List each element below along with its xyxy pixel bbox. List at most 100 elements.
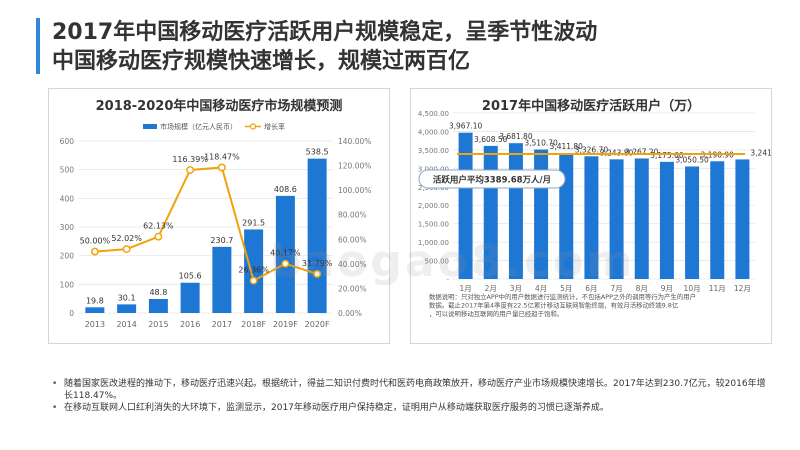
growth-rate-point: [186, 166, 195, 174]
bar-value-label: 19.8: [86, 296, 104, 305]
growth-rate-point: [154, 232, 163, 241]
bar-value-label: 3,608.50: [474, 135, 508, 144]
x-tick-label: 2013: [85, 320, 105, 329]
y-right-tick-label: 60.00%: [338, 235, 367, 244]
data-note-line: ，可以说明移动互联网的用户量已经趋于饱和。: [429, 309, 563, 318]
x-tick-label: 2月: [485, 284, 497, 293]
average-callout-box: [418, 169, 566, 189]
bar: [85, 307, 105, 313]
bullet-dot-icon: •: [52, 403, 58, 413]
growth-rate-label: 50.00%: [80, 237, 111, 246]
bar: [634, 158, 649, 279]
y-right-tick-label: 140.00%: [338, 137, 371, 146]
growth-rate-point: [281, 259, 290, 268]
legend-bar-swatch: [143, 124, 157, 129]
growth-rate-point: [313, 269, 322, 278]
x-tick-label: 6月: [585, 284, 597, 293]
bar-value-label: 30.1: [118, 293, 136, 302]
growth-rate-point: [249, 276, 258, 285]
y-tick-label: 4,000.00: [418, 128, 449, 136]
x-tick-label: 4月: [535, 284, 547, 293]
bar: [307, 158, 327, 313]
bar-value-label: 291.5: [242, 218, 265, 227]
market-size-chart: 市场规模（亿元人民币） 增长率 0 100 200 300 400 500 600 0.00% 20…: [60, 122, 372, 329]
active-users-chart: -500.001,000.001,500.002,000.002,500.003…: [418, 110, 784, 318]
y-right-tick-label: 80.00%: [338, 211, 367, 220]
growth-rate-label: 40.17%: [270, 249, 301, 258]
y-left-tick-label: 100: [60, 280, 75, 289]
page-title: 2017年中国移动医疗活跃用户规模稳定，呈季节性波动: [52, 20, 598, 45]
x-tick-label: 2020F: [305, 320, 330, 329]
growth-rate-label: 26.36%: [238, 266, 269, 275]
growth-rate-point: [90, 247, 99, 256]
y-tick-label: -: [446, 276, 449, 284]
title-block: 2017年中国移动医疗活跃用户规模稳定，呈季节性波动 中国移动医疗规模快速增长，…: [52, 18, 597, 76]
watermark: baogao8.com: [270, 236, 636, 287]
bar-value-label: 3,681.80: [499, 132, 533, 141]
bar-value-label: 3,050.50: [675, 155, 709, 164]
bullet-text: 在移动互联网人口红利消失的大环境下，监测显示，2017年移动医疗用户保持稳定，证…: [64, 403, 609, 413]
x-tick-label: 12月: [734, 284, 751, 293]
x-tick-label: 2019F: [273, 320, 298, 329]
growth-rate-label: 116.39%: [172, 155, 208, 164]
x-tick-label: 8月: [636, 284, 648, 293]
market-size-chart-title: 2018-2020年中国移动医疗市场规模预测: [95, 99, 343, 114]
bullet-item: • 随着国家医改进程的推动下，移动医疗迅速兴起。根据统计，得益二知识付费时代和医…: [52, 378, 772, 402]
bullet-list: • 随着国家医改进程的推动下，移动医疗迅速兴起。根据统计，得益二知识付费时代和医…: [52, 378, 772, 414]
y-right-tick-label: 40.00%: [338, 260, 367, 269]
title-accent-bar: [36, 18, 40, 74]
bar-value-label: 3,411.80: [550, 142, 584, 151]
x-tick-label: 2017: [212, 320, 232, 329]
x-tick-label: 7月: [610, 284, 622, 293]
bar: [659, 161, 674, 279]
y-right-tick-label: 100.00%: [338, 186, 371, 195]
x-tick-label: 11月: [709, 284, 726, 293]
bar-value-label: 538.5: [306, 148, 329, 157]
y-left-tick-label: 0: [69, 309, 74, 318]
x-tick-label: 2016: [180, 320, 200, 329]
growth-rate-label: 31.79%: [302, 259, 333, 268]
legend-bar-label: 市场规模（亿元人民币）: [160, 122, 237, 131]
x-tick-label: 3月: [510, 284, 522, 293]
bar: [244, 229, 264, 313]
y-tick-label: 3,000.00: [418, 165, 449, 173]
y-tick-label: 2,000.00: [418, 202, 449, 210]
y-right-tick-label: 120.00%: [338, 162, 371, 171]
bar: [180, 282, 200, 313]
page-subtitle: 中国移动医疗规模快速增长，规模过两百亿: [52, 49, 471, 74]
bullet-dot-icon: •: [52, 379, 58, 389]
bullet-text: 随着国家医改进程的推动下，移动医疗迅速兴起。根据统计，得益二知识付费时代和医药电…: [64, 379, 766, 401]
bullet-item: • 在移动互联网人口红利消失的大环境下，监测显示，2017年移动医疗用户保持稳定…: [52, 402, 772, 414]
y-left-tick-label: 600: [60, 137, 75, 146]
y-left-tick-label: 200: [60, 252, 75, 261]
bar-value-label: 48.8: [149, 288, 167, 297]
growth-rate-label: 62.13%: [143, 222, 174, 231]
bar: [458, 132, 473, 279]
market-size-chart-panel: 2018-2020年中国移动医疗市场规模预测 市场规模（亿元人民币） 增长率 0 10…: [48, 88, 390, 344]
growth-rate-label: 118.47%: [204, 152, 240, 161]
y-left-tick-label: 300: [60, 223, 75, 232]
active-users-chart-panel: 2017年中国移动医疗活跃用户（万） - 500.00 1,000.00 1,500.…: [410, 88, 784, 344]
legend-line-marker: [249, 123, 257, 130]
y-tick-label: 1,500.00: [418, 221, 449, 229]
x-tick-label: 10月: [684, 284, 701, 293]
x-tick-label: 1月: [459, 284, 471, 293]
bar-value-label: 3,510.70: [524, 138, 558, 147]
y-tick-label: 1,000.00: [418, 239, 449, 247]
legend-line-label: 增长率: [264, 122, 285, 131]
bar-value-label: 3,967.10: [449, 122, 483, 131]
bar: [685, 166, 700, 279]
bar: [212, 246, 232, 313]
bar-value-label: 3,267.20: [625, 147, 659, 156]
bar: [275, 195, 295, 313]
y-right-tick-label: 0.00%: [338, 309, 362, 318]
bar: [117, 304, 137, 313]
growth-rate-point: [217, 163, 226, 172]
x-tick-label: 9月: [661, 284, 673, 293]
y-right-tick-label: 20.00%: [338, 284, 367, 293]
bar: [584, 156, 599, 279]
bar-value-label: 3,175.60: [650, 151, 684, 160]
bar-value-label: 3,241.50: [750, 148, 771, 157]
bar-value-label: 408.6: [274, 185, 297, 194]
bar: [710, 161, 725, 279]
